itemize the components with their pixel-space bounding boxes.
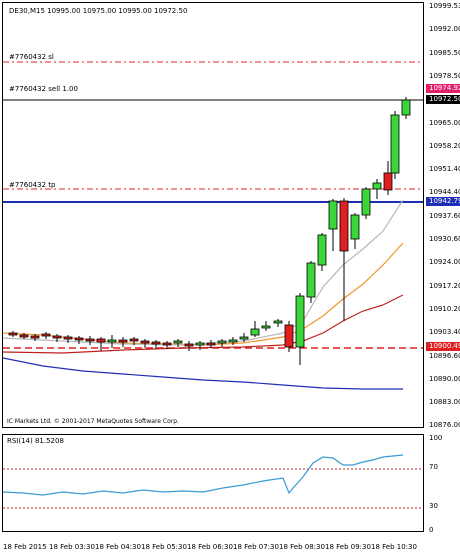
time-axis-label: 18 Feb 10:30 bbox=[371, 543, 417, 551]
price-axis-label: 10883.00 bbox=[429, 398, 460, 407]
ma-fast-line bbox=[3, 242, 404, 346]
candle-body bbox=[173, 340, 183, 344]
rsi-axis-100: 100 bbox=[429, 434, 443, 442]
stop-price-tag: 10900.49 bbox=[426, 342, 460, 351]
candle-body bbox=[361, 188, 371, 216]
time-axis-label: 18 Feb 2015 bbox=[3, 543, 47, 551]
chart-title: DE30,M15 10995.00 10975.00 10995.00 1097… bbox=[9, 7, 187, 15]
candle-body bbox=[295, 295, 305, 348]
time-axis-label: 18 Feb 04:30 bbox=[95, 543, 141, 551]
sl-order-label: #7760432 sl bbox=[9, 53, 54, 61]
price-axis[interactable]: 10999.5310992.0010985.5010978.5010972.00… bbox=[424, 0, 460, 556]
price-axis-label: 10944.40 bbox=[429, 188, 460, 197]
candle-body bbox=[228, 339, 238, 343]
price-axis-label: 10924.00 bbox=[429, 258, 460, 267]
rsi-pane[interactable]: RSI(14) 81.5208 bbox=[2, 434, 424, 532]
rsi-label: RSI(14) 81.5208 bbox=[7, 437, 64, 445]
candle-body bbox=[96, 338, 106, 343]
candle-body bbox=[217, 340, 227, 344]
time-axis-label: 18 Feb 06:30 bbox=[187, 543, 233, 551]
price-axis-label: 10930.60 bbox=[429, 235, 460, 243]
tp-order-label: #7760432 tp bbox=[9, 181, 56, 189]
candle-body bbox=[401, 99, 411, 116]
bid-price-tag: 10972.50 bbox=[426, 95, 460, 104]
candle-body bbox=[162, 342, 172, 346]
level-price-tag: 10942.79 bbox=[426, 197, 460, 206]
candle-body bbox=[107, 339, 117, 343]
copyright-text: IC Markets Ltd. © 2001-2017 MetaQuotes S… bbox=[7, 418, 179, 425]
price-axis-label: 10992.00 bbox=[429, 25, 460, 34]
price-axis-label: 10917.20 bbox=[429, 281, 460, 290]
price-axis-label: 10896.60 bbox=[429, 351, 460, 360]
price-axis-label: 10965.00 bbox=[429, 118, 460, 127]
time-axis-label: 18 Feb 03:30 bbox=[49, 543, 95, 551]
price-axis-label: 10978.50 bbox=[429, 71, 460, 80]
price-axis-label: 10876.00 bbox=[429, 421, 460, 430]
candle-body bbox=[206, 342, 216, 346]
time-axis-label: 18 Feb 09:30 bbox=[325, 543, 371, 551]
time-axis[interactable]: 18 Feb 2015 18 Feb 03:30 18 Feb 04:30 18 Fe… bbox=[0, 534, 424, 556]
candle-body bbox=[261, 325, 271, 329]
candle-body bbox=[30, 335, 40, 339]
candle-body bbox=[151, 341, 161, 345]
candle-body bbox=[328, 200, 338, 230]
candle-body bbox=[306, 262, 316, 298]
price-axis-label: 10951.40 bbox=[429, 165, 460, 174]
price-axis-label: 10958.20 bbox=[429, 141, 460, 150]
entry-order-label: #7760432 sell 1.00 bbox=[9, 85, 78, 93]
price-axis-label: 10985.50 bbox=[429, 48, 460, 57]
candle-body bbox=[273, 320, 283, 324]
price-axis-label: 10890.00 bbox=[429, 374, 460, 383]
price-axis-label: 10937.60 bbox=[429, 211, 460, 220]
candle-body bbox=[390, 114, 400, 174]
price-axis-label: 10903.40 bbox=[429, 328, 460, 337]
candle-body bbox=[317, 234, 327, 266]
candle-body bbox=[284, 324, 294, 348]
candle-body bbox=[85, 338, 95, 342]
rsi-axis-30: 30 bbox=[429, 502, 438, 510]
time-axis-label: 18 Feb 08:30 bbox=[279, 543, 325, 551]
rsi-line bbox=[3, 454, 404, 496]
candle-body bbox=[250, 328, 260, 336]
candle-body bbox=[8, 332, 18, 336]
candle-body bbox=[19, 334, 29, 338]
candle-body bbox=[52, 335, 62, 339]
candle-body bbox=[339, 200, 349, 252]
time-axis-label: 18 Feb 07:30 bbox=[233, 543, 279, 551]
rsi-axis-0: 0 bbox=[429, 526, 434, 534]
candle-body bbox=[195, 342, 205, 346]
rsi-canvas[interactable]: RSI(14) 81.5208 bbox=[3, 435, 424, 532]
price-chart-canvas[interactable]: DE30,M15 10995.00 10975.00 10995.00 1097… bbox=[3, 3, 424, 428]
price-axis-label: 10910.20 bbox=[429, 304, 460, 313]
price-chart-pane[interactable]: DE30,M15 10995.00 10975.00 10995.00 1097… bbox=[2, 2, 424, 428]
candle-body bbox=[350, 214, 360, 240]
ask-price-tag: 10974.92 bbox=[426, 84, 460, 93]
candle-body bbox=[239, 336, 249, 340]
rsi-axis-70: 70 bbox=[429, 463, 438, 471]
candle-body bbox=[41, 333, 51, 337]
candle-body bbox=[63, 336, 73, 340]
candle-body bbox=[383, 172, 393, 191]
candlestick-series bbox=[8, 97, 411, 365]
ma-long-line bbox=[3, 357, 403, 390]
candle-body bbox=[372, 182, 382, 190]
candle-body bbox=[74, 337, 84, 341]
price-axis-label: 10999.53 bbox=[429, 2, 460, 10]
candle-body bbox=[184, 343, 194, 347]
candle-body bbox=[118, 339, 128, 343]
candle-body bbox=[140, 340, 150, 344]
candle-body bbox=[129, 338, 139, 342]
time-axis-label: 18 Feb 05:30 bbox=[141, 543, 187, 551]
